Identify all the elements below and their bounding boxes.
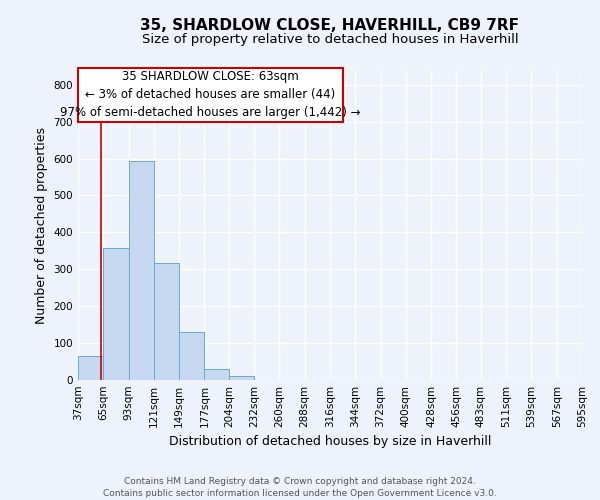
Text: 35 SHARDLOW CLOSE: 63sqm
← 3% of detached houses are smaller (44)
97% of semi-de: 35 SHARDLOW CLOSE: 63sqm ← 3% of detache… <box>60 70 361 120</box>
Bar <box>179 332 205 380</box>
Text: 35, SHARDLOW CLOSE, HAVERHILL, CB9 7RF: 35, SHARDLOW CLOSE, HAVERHILL, CB9 7RF <box>140 18 520 32</box>
Bar <box>205 369 229 380</box>
X-axis label: Distribution of detached houses by size in Haverhill: Distribution of detached houses by size … <box>169 436 491 448</box>
Bar <box>154 262 179 380</box>
Text: Contains HM Land Registry data © Crown copyright and database right 2024.
Contai: Contains HM Land Registry data © Crown c… <box>103 476 497 498</box>
Bar <box>103 248 128 380</box>
Bar <box>229 376 254 380</box>
Text: Size of property relative to detached houses in Haverhill: Size of property relative to detached ho… <box>142 32 518 46</box>
Bar <box>78 356 103 380</box>
Bar <box>128 161 154 380</box>
FancyBboxPatch shape <box>78 68 343 122</box>
Y-axis label: Number of detached properties: Number of detached properties <box>35 126 48 324</box>
